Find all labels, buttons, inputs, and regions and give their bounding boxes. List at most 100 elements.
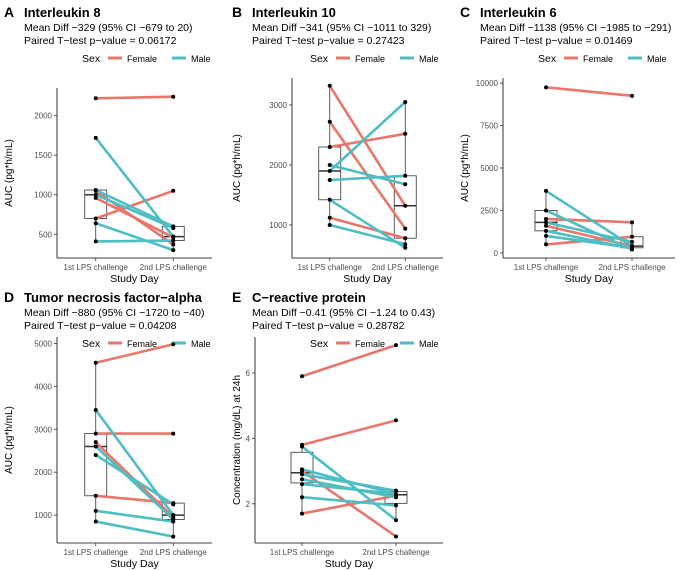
panel-title: Interleukin 10 [252, 5, 336, 20]
y-tick-label: 3000 [269, 101, 287, 110]
y-tick-label: 1000 [269, 221, 287, 230]
stat-p-value: Paired T−test p−value = 0.27423 [252, 35, 405, 47]
legend-label-female: Female [583, 54, 613, 64]
data-point [171, 431, 176, 436]
data-point [327, 215, 332, 220]
data-point [171, 513, 176, 518]
data-point [171, 238, 176, 243]
legend-title: Sex [82, 53, 101, 65]
data-point [171, 248, 176, 253]
data-point [93, 135, 98, 140]
data-point [93, 221, 98, 226]
y-tick-label: 2 [246, 500, 251, 509]
y-tick-label: 0 [494, 249, 499, 258]
panel-title: C−reactive protein [252, 290, 366, 305]
legend: Sex Female Male [310, 338, 439, 350]
data-point [300, 374, 304, 379]
y-tick-label: 5000 [480, 164, 498, 173]
data-point [93, 96, 98, 101]
series-line-male [329, 223, 406, 246]
y-tick-label: 4 [246, 434, 251, 443]
legend-label-male: Male [191, 54, 211, 64]
data-point [171, 242, 176, 247]
series-line-female [545, 217, 633, 224]
stat-mean-diff: Mean Diff −880 (95% CI −1720 to −40) [24, 307, 204, 319]
series-line-male [95, 239, 174, 243]
data-point [300, 467, 304, 472]
data-point [394, 488, 398, 493]
legend-title: Sex [538, 53, 557, 65]
box [318, 146, 342, 201]
data-point [93, 519, 98, 524]
stat-mean-diff: Mean Diff −341 (95% CI −1011 to 329) [252, 22, 431, 34]
data-point [93, 440, 98, 445]
data-point [93, 360, 98, 365]
panel-c: C Interleukin 6 Mean Diff −1138 (95% CI −1… [460, 4, 675, 285]
data-point [327, 223, 332, 227]
legend-label-female: Female [127, 339, 157, 349]
series-line-female [301, 419, 397, 447]
panel-title: Interleukin 6 [480, 5, 557, 20]
legend-title: Sex [310, 338, 329, 350]
panel-a: A Interleukin 8 Mean Diff −329 (95% CI −67… [4, 4, 212, 285]
y-tick-label: 5000 [34, 339, 52, 348]
series-line-female [545, 86, 633, 98]
y-tick-label: 500 [39, 230, 53, 239]
legend-label-male: Male [419, 339, 439, 349]
data-point [171, 342, 176, 347]
data-point [171, 234, 176, 239]
legend-label-male: Male [647, 54, 667, 64]
stat-mean-diff: Mean Diff −0.41 (95% CI −1.24 to 0.43) [252, 307, 435, 319]
data-point [300, 477, 304, 482]
series-line-female [329, 216, 406, 240]
x-tick-label: 1st LPS challenge [270, 548, 335, 557]
data-point [544, 216, 548, 221]
y-tick-label: 2000 [34, 468, 52, 477]
legend: Sex Female Male [538, 53, 667, 65]
data-point [544, 85, 548, 90]
data-point [93, 453, 98, 458]
data-point [403, 226, 408, 231]
data-point [403, 236, 408, 241]
x-axis-label: Study Day [325, 558, 374, 570]
data-point [544, 223, 548, 228]
series-line-male [301, 473, 397, 492]
panel-title: Tumor necrosis factor−alpha [24, 290, 203, 305]
data-point [544, 242, 548, 247]
data-point [394, 534, 398, 539]
data-point [544, 188, 548, 193]
legend-label-female: Female [355, 54, 385, 64]
panel-letter: D [4, 289, 14, 305]
data-point [171, 502, 176, 507]
series-line-male [545, 221, 633, 244]
y-axis-label: AUC (pg*h/mL) [460, 134, 471, 202]
y-tick-label: 4000 [34, 382, 52, 391]
panel-letter: B [232, 4, 242, 20]
data-point [171, 225, 176, 230]
series-line-male [95, 509, 174, 523]
panel-title: Interleukin 8 [24, 5, 101, 20]
x-tick-label: 2nd LPS challenge [372, 263, 440, 272]
stat-p-value: Paired T−test p−value = 0.01469 [480, 35, 633, 47]
data-point [93, 444, 98, 449]
data-point [327, 178, 332, 182]
data-point [394, 518, 398, 523]
series-line-male [95, 221, 174, 252]
data-point [394, 491, 398, 496]
legend: Sex Female Male [82, 338, 211, 350]
y-tick-label: 2500 [480, 206, 498, 215]
data-point [403, 100, 408, 104]
series-line-male [95, 193, 174, 230]
series-line-female [95, 196, 174, 239]
y-tick-label: 7500 [480, 122, 498, 131]
series-line-male [94, 445, 175, 521]
data-point [93, 216, 98, 221]
x-tick-label: 1st LPS challenge [64, 263, 129, 272]
x-tick-label: 1st LPS challenge [298, 263, 363, 272]
y-axis-label: AUC (pg*h/mL) [232, 134, 243, 202]
series-line-male [545, 189, 633, 248]
data-point [93, 407, 98, 412]
data-point [630, 220, 634, 225]
data-point [93, 431, 98, 436]
